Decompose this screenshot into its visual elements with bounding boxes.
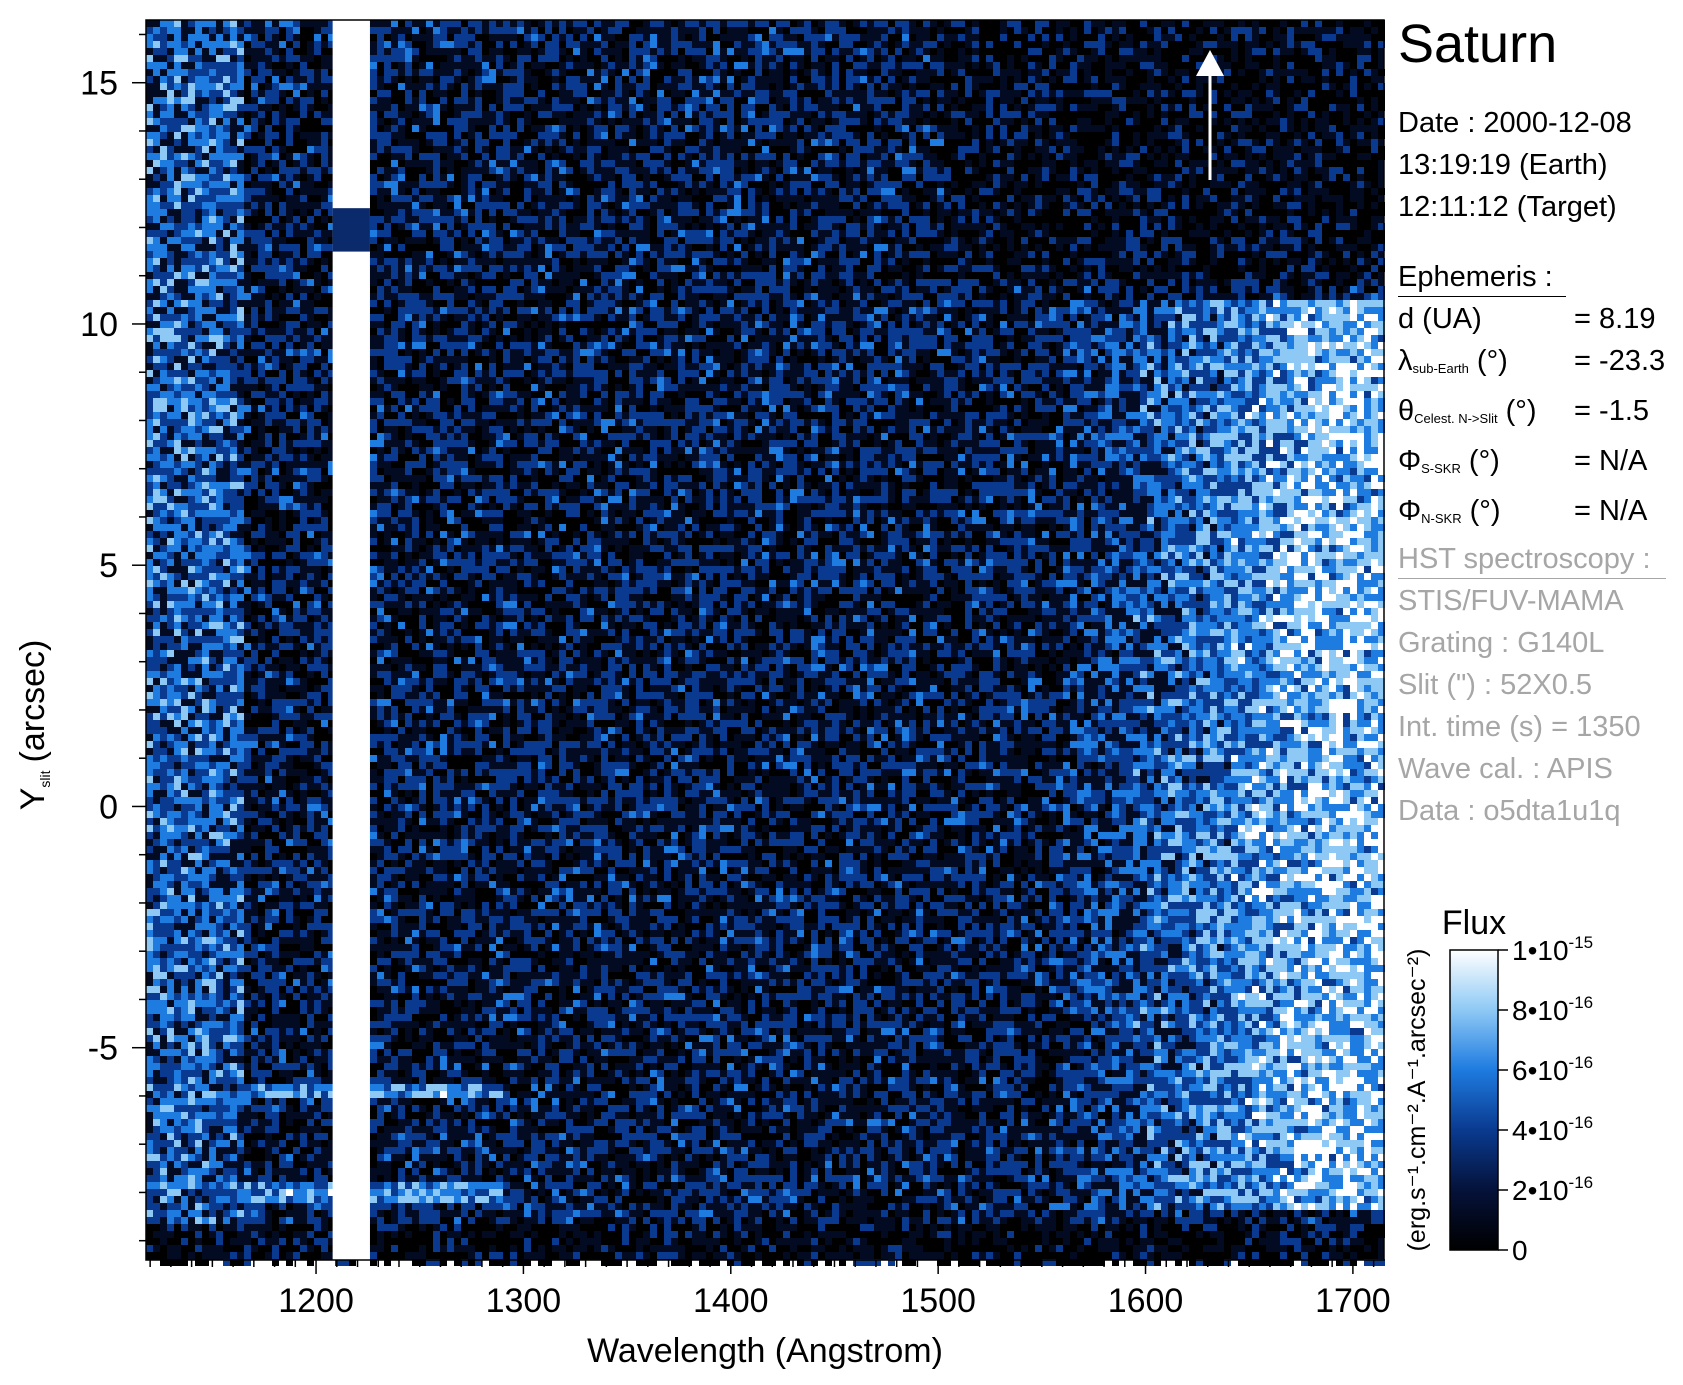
y-axis: 15 10 5 0 -5: [80, 33, 146, 1242]
hst-line: Wave cal. : APIS: [1398, 753, 1613, 785]
ephemeris-value: = 8.19: [1566, 303, 1656, 335]
hst-line: Data : o5dta1u1q: [1398, 795, 1621, 827]
heatmap-image: [146, 20, 1385, 1266]
ephemeris-row: ΦN-SKR (°) = N/A: [1398, 490, 1665, 540]
ephemeris-label: λsub-Earth (°): [1398, 345, 1508, 377]
ephemeris-row: θCelest. N->Slit (°) = -1.5: [1398, 390, 1665, 440]
y-axis-label-main: Y: [14, 788, 52, 811]
x-axis-label: Wavelength (Angstrom): [587, 1332, 943, 1370]
y-axis-label-unit: (arcsec): [14, 640, 52, 763]
heatmap-cells-level-2: [146, 20, 1385, 1266]
north-arrow-icon: [1196, 50, 1224, 180]
ephemeris-block: Ephemeris : d (UA) = 8.19 λsub-Earth (°) …: [1398, 256, 1665, 540]
colorbar-tick-label: 8•10-16: [1512, 993, 1593, 1026]
ephemeris-label: θCelest. N->Slit (°): [1398, 395, 1537, 427]
earth-time: 13:19:19 (Earth): [1398, 149, 1608, 181]
date-line: Date : 2000-12-08: [1398, 107, 1632, 139]
x-tick-label: 1500: [900, 1282, 976, 1320]
ephemeris-row: ΦS-SKR (°) = N/A: [1398, 440, 1665, 490]
x-tick-label: 1600: [1108, 1282, 1184, 1320]
lyman-alpha-gap: [332, 208, 370, 252]
ephemeris-label: ΦS-SKR (°): [1398, 445, 1500, 477]
y-axis-label: Yslit (arcsec): [14, 640, 53, 811]
lyman-alpha-line: [332, 20, 370, 1260]
colorbar-tick-label: 0: [1512, 1235, 1528, 1266]
colorbar: [1449, 949, 1499, 1251]
hst-lines: STIS/FUV-MAMA Grating : G140L Slit (") : 5…: [1398, 580, 1666, 832]
x-tick-label: 1200: [278, 1282, 354, 1320]
colorbar-tick-label: 1•10-15: [1512, 933, 1593, 966]
y-tick-label: 10: [80, 306, 118, 344]
ephemeris-label: d (UA): [1398, 303, 1482, 335]
y-tick-label: 5: [99, 547, 118, 585]
ephemeris-header: Ephemeris :: [1398, 258, 1566, 297]
ephemeris-row: λsub-Earth (°) = -23.3: [1398, 340, 1665, 390]
y-tick-label: 15: [80, 65, 118, 103]
hst-line: Grating : G140L: [1398, 627, 1605, 659]
hst-block: HST spectroscopy : STIS/FUV-MAMA Grating …: [1398, 538, 1666, 832]
ephemeris-value: = -1.5: [1566, 395, 1650, 427]
plot-frame: [145, 19, 1385, 1261]
hst-header: HST spectroscopy :: [1398, 540, 1666, 579]
hst-line: STIS/FUV-MAMA: [1398, 585, 1624, 617]
colorbar-tick-label: 6•10-16: [1512, 1053, 1593, 1086]
x-tick-label: 1700: [1315, 1282, 1391, 1320]
y-tick-label: 0: [99, 788, 118, 826]
target-time: 12:11:12 (Target): [1398, 191, 1617, 223]
heatmap-cells-level-4: [146, 20, 1385, 1224]
colorbar-tick-label: 2•10-16: [1512, 1173, 1593, 1206]
ephemeris-value: = N/A: [1566, 495, 1648, 527]
x-tick-label: 1300: [486, 1282, 562, 1320]
x-axis: 1200 1300 1400 1500 1600 1700: [149, 1260, 1391, 1320]
colorbar-unit-label: (erg.s⁻¹.cm⁻².A⁻¹.arcsec⁻²): [1403, 949, 1431, 1252]
colorbar-ticks: 0 2•10-16 4•10-16 6•10-16 8•10-16 1•10-15: [1498, 933, 1593, 1266]
hst-line: Int. time (s) = 1350: [1398, 711, 1641, 743]
ephemeris-row: d (UA) = 8.19: [1398, 298, 1665, 340]
y-tick-label: -5: [88, 1030, 118, 1068]
planet-title: Saturn: [1398, 14, 1558, 74]
hst-line: Slit (") : 52X0.5: [1398, 669, 1593, 701]
x-tick-label: 1400: [693, 1282, 769, 1320]
ephemeris-label: ΦN-SKR (°): [1398, 495, 1501, 527]
colorbar-tick-label: 4•10-16: [1512, 1113, 1593, 1146]
y-axis-label-sub: slit: [37, 770, 53, 787]
colorbar-title: Flux: [1442, 904, 1506, 942]
ephemeris-value: = N/A: [1566, 445, 1648, 477]
ephemeris-value: = -23.3: [1566, 345, 1666, 377]
heatmap-cells-level-0: [146, 20, 1385, 1266]
observation-info: Date : 2000-12-08 13:19:19 (Earth) 12:11…: [1398, 102, 1632, 228]
ephemeris-rows: d (UA) = 8.19 λsub-Earth (°) = -23.3 θCele…: [1398, 298, 1665, 540]
